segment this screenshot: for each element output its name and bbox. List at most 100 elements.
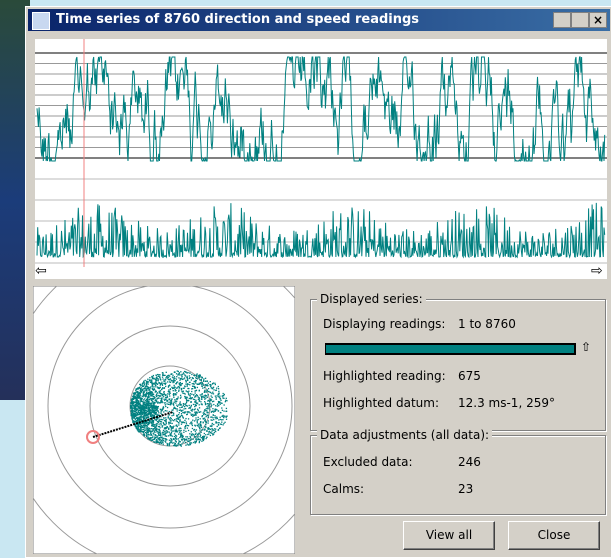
scatter-dot	[178, 371, 179, 372]
scatter-dot	[153, 404, 154, 405]
scatter-dot	[182, 374, 183, 375]
scatter-dot	[200, 401, 201, 402]
scatter-dot	[203, 378, 204, 379]
scatter-dot	[157, 374, 158, 375]
scatter-dot	[191, 410, 192, 411]
label: Highlighted datum:	[323, 396, 439, 410]
scatter-dot	[178, 422, 179, 423]
scatter-dot	[140, 394, 141, 395]
scatter-dot	[192, 420, 193, 421]
scatter-dot	[152, 414, 153, 415]
scatter-dot	[189, 407, 190, 408]
scatter-dot	[219, 402, 220, 403]
scatter-dot	[189, 375, 190, 376]
scatter-dot	[213, 424, 214, 425]
close-button[interactable]: Close	[508, 521, 600, 550]
scatter-dot	[188, 394, 189, 395]
scatter-dot	[218, 396, 219, 397]
scatter-dot	[190, 406, 191, 407]
scatter-dot	[156, 431, 157, 432]
scatter-dot	[153, 421, 154, 422]
scatter-dot	[200, 432, 201, 433]
scatter-dot	[178, 430, 179, 431]
scatter-dot	[151, 403, 152, 404]
scatter-dot	[132, 404, 133, 405]
scatter-dot	[169, 414, 170, 415]
scatter-dot	[153, 394, 154, 395]
maximize-button[interactable]	[571, 12, 589, 28]
value: 675	[458, 369, 481, 383]
view-all-button[interactable]: View all	[403, 521, 495, 550]
scatter-dot	[161, 389, 162, 390]
scatter-dot	[171, 423, 172, 424]
scatter-dot	[179, 386, 180, 387]
scatter-dot	[141, 389, 142, 390]
scatter-dot	[175, 440, 176, 441]
scatter-dot	[201, 394, 202, 395]
scatter-dot	[147, 393, 148, 394]
scatter-dot	[202, 383, 203, 384]
scatter-dot	[158, 378, 159, 379]
range-slider[interactable]	[325, 343, 576, 355]
scatter-dot	[203, 418, 204, 419]
scatter-dot	[197, 421, 198, 422]
scatter-dot	[174, 407, 175, 408]
scatter-dot	[190, 438, 191, 439]
scatter-dot	[207, 412, 208, 413]
scatter-dot	[214, 417, 215, 418]
scatter-dot	[194, 435, 195, 436]
scatter-dot	[144, 426, 145, 427]
scatter-dot	[226, 417, 227, 418]
scatter-dot	[218, 419, 219, 420]
scatter-dot	[173, 415, 174, 416]
scatter-dot	[209, 428, 210, 429]
scatter-dot	[211, 412, 212, 413]
scatter-dot	[163, 383, 164, 384]
close-window-button[interactable]: ×	[589, 12, 607, 28]
scatter-dot	[170, 402, 171, 403]
scatter-dot	[196, 373, 197, 374]
scatter-dot	[200, 435, 201, 436]
scatter-dot	[143, 403, 144, 404]
scatter-dot	[143, 392, 144, 393]
scatter-dot	[143, 434, 144, 435]
scatter-dot	[212, 423, 213, 424]
scatter-dot	[216, 422, 217, 423]
scatter-dot	[152, 406, 153, 407]
scatter-dot	[137, 393, 138, 394]
scatter-dot	[209, 409, 210, 410]
scatter-dot	[179, 374, 180, 375]
scatter-dot	[192, 386, 193, 387]
scatter-dot	[200, 383, 201, 384]
scatter-dot	[180, 430, 181, 431]
minimize-button[interactable]	[553, 12, 571, 28]
value: 1 to 8760	[458, 317, 516, 331]
scatter-dot	[164, 424, 165, 425]
scatter-dot	[157, 415, 158, 416]
scatter-dot	[172, 409, 173, 410]
scatter-dot	[159, 392, 160, 393]
scatter-dot	[154, 402, 155, 403]
scatter-dot	[179, 432, 180, 433]
group-heading: Data adjustments (all data):	[317, 428, 492, 442]
scatter-dot	[206, 416, 207, 417]
slider-arrow[interactable]: ⇧	[581, 340, 591, 354]
scatter-dot	[149, 422, 150, 423]
scatter-dot	[208, 382, 209, 383]
scatter-dot	[166, 376, 167, 377]
scatter-dot	[195, 402, 196, 403]
scatter-dot	[166, 436, 167, 437]
scatter-dot	[178, 391, 179, 392]
scatter-dot	[177, 431, 178, 432]
scatter-dot	[205, 404, 206, 405]
scatter-dot	[156, 380, 157, 381]
scatter-dot	[197, 384, 198, 385]
scatter-dot	[185, 445, 186, 446]
scatter-dot	[140, 391, 141, 392]
scatter-dot	[147, 432, 148, 433]
value: 12.3 ms-1, 259°	[458, 396, 555, 410]
scatter-dot	[162, 409, 163, 410]
scatter-dot	[134, 413, 135, 414]
scatter-dot	[133, 396, 134, 397]
scatter-dot	[136, 399, 137, 400]
